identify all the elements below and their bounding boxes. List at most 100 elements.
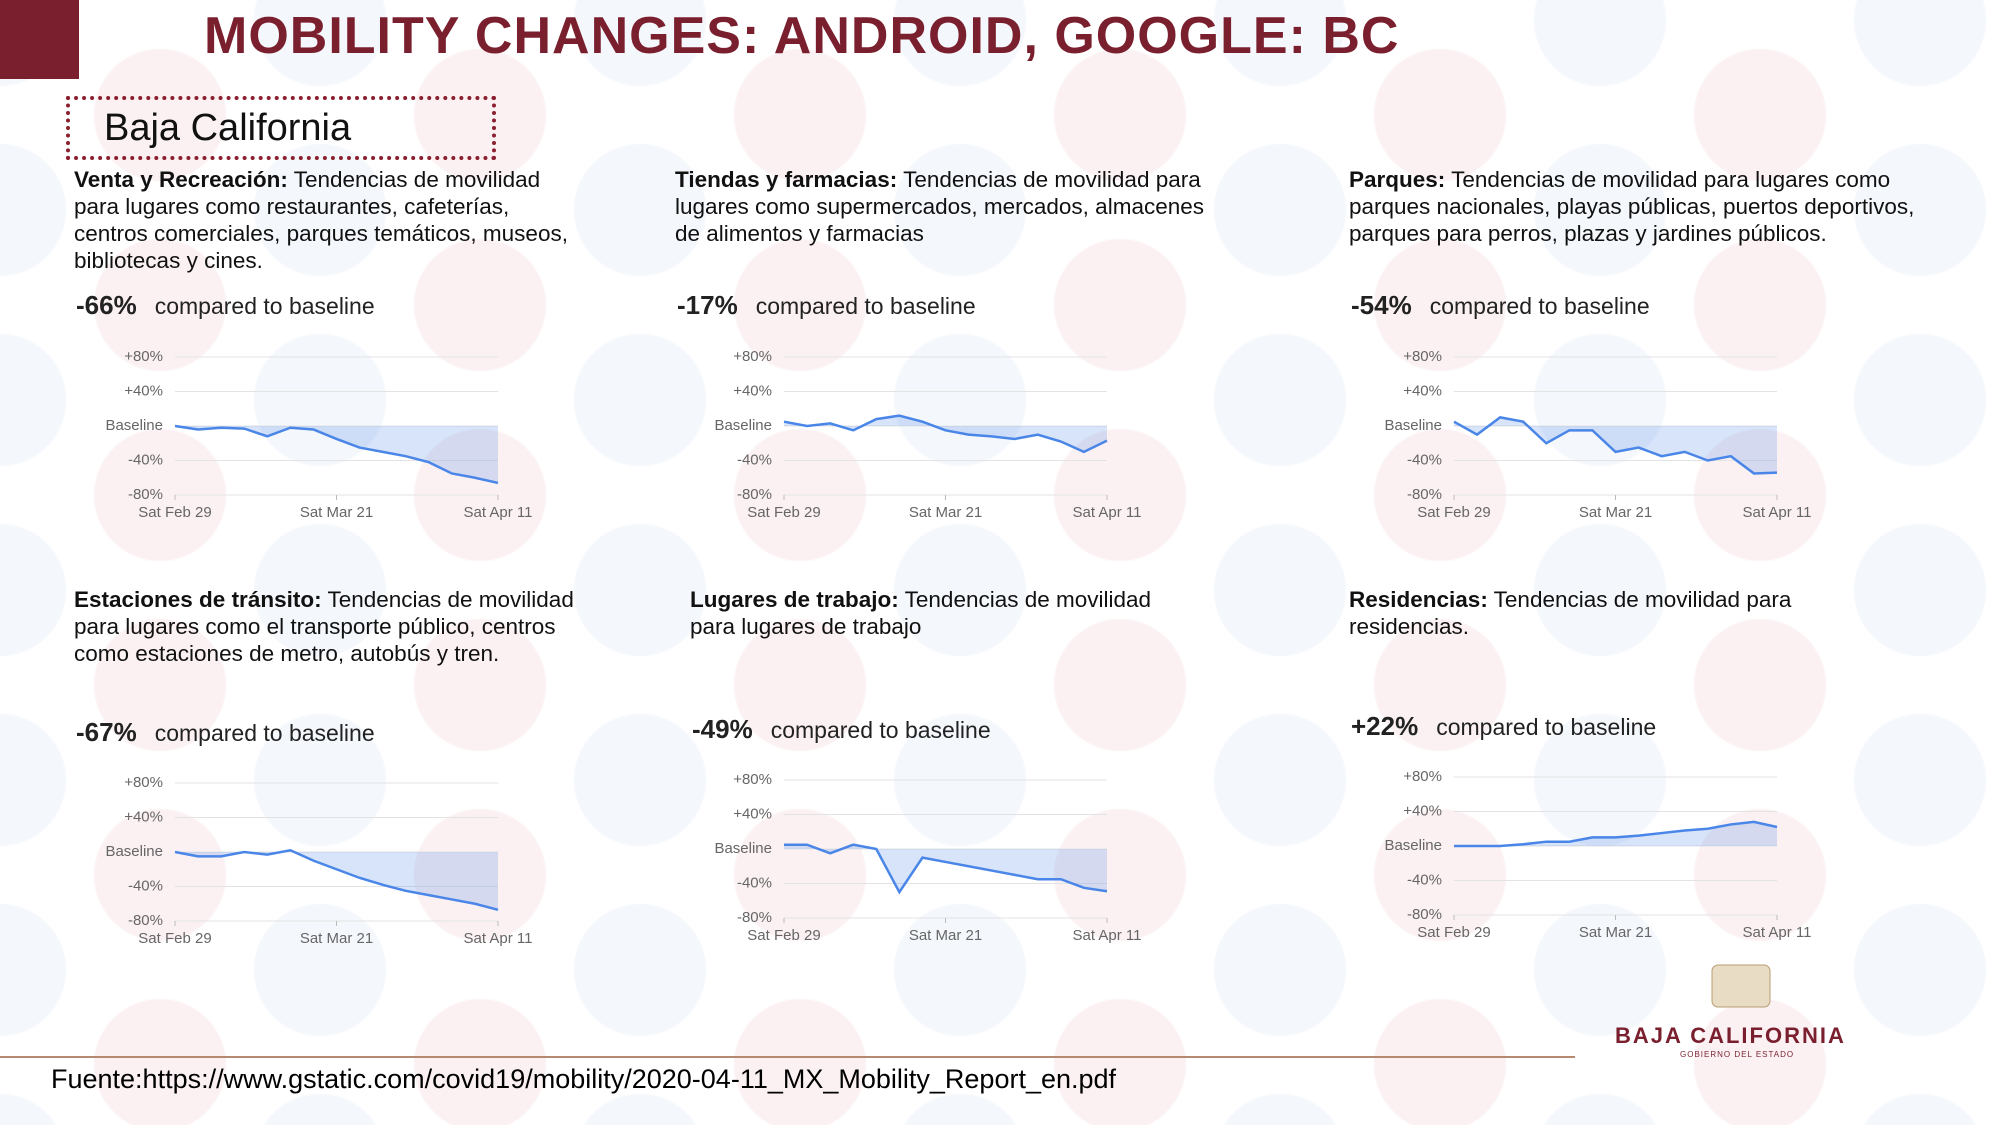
- change-note: compared to baseline: [154, 720, 375, 746]
- x-tick-label: Sat Apr 11: [1743, 924, 1812, 941]
- y-tick-label: -40%: [1407, 871, 1442, 888]
- change-note: compared to baseline: [770, 717, 991, 743]
- x-tick-label: Sat Apr 11: [464, 930, 533, 947]
- series-line: [174, 848, 499, 911]
- y-tick-label: -40%: [128, 877, 163, 894]
- y-tick-label: +40%: [733, 382, 772, 399]
- headline: -66% compared to baseline: [76, 290, 375, 321]
- logo-emblem: [1711, 964, 1771, 1008]
- description-text: Tendencias de movilidad para lugares com…: [74, 587, 574, 666]
- y-tick-label: -40%: [1407, 451, 1442, 468]
- change-note: compared to baseline: [1436, 714, 1657, 740]
- divider: [0, 1056, 1575, 1058]
- series-line: [783, 414, 1108, 454]
- x-tick-label: Sat Mar 21: [300, 504, 373, 521]
- series-line: [1453, 416, 1778, 475]
- chart-description: Lugares de trabajo: Tendencias de movili…: [690, 586, 1160, 640]
- y-tick-label: -80%: [737, 909, 772, 926]
- x-tick-label: Sat Feb 29: [747, 504, 820, 521]
- y-tick-label: -80%: [1407, 486, 1442, 503]
- chart-description: Residencias: Tendencias de movilidad par…: [1349, 586, 1889, 640]
- description-text: Tendencias de movilidad para residencias…: [1349, 587, 1792, 639]
- x-tick-label: Sat Apr 11: [1073, 927, 1142, 944]
- y-tick-label: +80%: [1403, 348, 1442, 365]
- y-tick-label: Baseline: [1384, 417, 1442, 434]
- category-label: Residencias:: [1349, 587, 1488, 612]
- headline: -49% compared to baseline: [692, 714, 991, 745]
- source: Fuente:https://www.gstatic.com/covid19/m…: [51, 1064, 1117, 1094]
- x-tick-label: Sat Feb 29: [1417, 504, 1490, 521]
- y-tick-label: -80%: [1407, 906, 1442, 923]
- category-label: Estaciones de tránsito:: [74, 587, 322, 612]
- change-value: -49%: [692, 714, 753, 744]
- x-tick-label: Sat Apr 11: [464, 504, 533, 521]
- y-tick-label: +80%: [733, 348, 772, 365]
- headline: +22% compared to baseline: [1351, 711, 1656, 742]
- y-tick-label: +40%: [733, 805, 772, 822]
- corner-block: [0, 0, 79, 79]
- y-tick-label: -80%: [737, 486, 772, 503]
- y-tick-label: +80%: [1403, 768, 1442, 785]
- x-tick-label: Sat Mar 21: [909, 504, 982, 521]
- series-area: [175, 426, 498, 483]
- change-value: -54%: [1351, 290, 1412, 320]
- y-tick-label: +40%: [124, 382, 163, 399]
- x-tick-label: Sat Feb 29: [1417, 924, 1490, 941]
- logo-name: BAJA CALIFORNIA: [1615, 1023, 1846, 1048]
- y-tick-label: +80%: [124, 348, 163, 365]
- headline: -17% compared to baseline: [677, 290, 976, 321]
- y-tick-label: -40%: [128, 451, 163, 468]
- y-tick-label: +80%: [733, 771, 772, 788]
- x-tick-label: Sat Mar 21: [1579, 924, 1652, 941]
- category-label: Venta y Recreación:: [74, 167, 288, 192]
- y-tick-label: Baseline: [105, 843, 163, 860]
- series-line: [784, 843, 1108, 895]
- y-tick-label: Baseline: [1384, 837, 1442, 854]
- chart-description: Parques: Tendencias de movilidad para lu…: [1349, 166, 1919, 247]
- chart-description: Estaciones de tránsito: Tendencias de mo…: [74, 586, 584, 667]
- x-tick-label: Sat Feb 29: [138, 504, 211, 521]
- chart-description: Venta y Recreación: Tendencias de movili…: [74, 166, 584, 274]
- logo-subtitle: GOBIERNO DEL ESTADO: [1680, 1050, 1795, 1059]
- chart-description: Tiendas y farmacias: Tendencias de movil…: [675, 166, 1235, 247]
- headline: -67% compared to baseline: [76, 717, 375, 748]
- x-tick-label: Sat Mar 21: [909, 927, 982, 944]
- slide-title: MOBILITY CHANGES: ANDROID, GOOGLE: BC: [204, 7, 1400, 65]
- series-area: [784, 844, 1107, 893]
- description-text: Tendencias de movilidad para lugares com…: [74, 167, 568, 273]
- y-tick-label: Baseline: [714, 840, 772, 857]
- description-text: Tendencias de movilidad para lugares com…: [675, 167, 1204, 246]
- y-tick-label: -80%: [128, 486, 163, 503]
- category-label: Tiendas y farmacias:: [675, 167, 898, 192]
- category-label: Lugares de trabajo:: [690, 587, 899, 612]
- y-tick-label: +40%: [1403, 382, 1442, 399]
- y-tick-label: +80%: [124, 774, 163, 791]
- change-value: -67%: [76, 717, 137, 747]
- change-note: compared to baseline: [1429, 293, 1650, 319]
- y-tick-label: +40%: [1403, 802, 1442, 819]
- region-label: Baja California: [66, 96, 496, 160]
- series-line: [1454, 820, 1778, 848]
- category-label: Parques:: [1349, 167, 1446, 192]
- change-value: -66%: [76, 290, 137, 320]
- change-value: +22%: [1351, 711, 1419, 741]
- description-text: Tendencias de movilidad para lugares de …: [690, 587, 1152, 639]
- y-tick-label: +40%: [124, 808, 163, 825]
- change-note: compared to baseline: [755, 293, 976, 319]
- headline: -54% compared to baseline: [1351, 290, 1650, 321]
- x-tick-label: Sat Mar 21: [1579, 504, 1652, 521]
- y-tick-label: -40%: [737, 451, 772, 468]
- x-tick-label: Sat Mar 21: [300, 930, 373, 947]
- y-tick-label: -80%: [128, 912, 163, 929]
- change-value: -17%: [677, 290, 738, 320]
- series-line: [174, 424, 499, 485]
- series-area: [784, 415, 1107, 452]
- x-tick-label: Sat Apr 11: [1073, 504, 1142, 521]
- x-tick-label: Sat Feb 29: [747, 927, 820, 944]
- series-area: [175, 850, 498, 910]
- y-tick-label: Baseline: [105, 417, 163, 434]
- y-tick-label: -40%: [737, 874, 772, 891]
- series-area: [1454, 821, 1777, 846]
